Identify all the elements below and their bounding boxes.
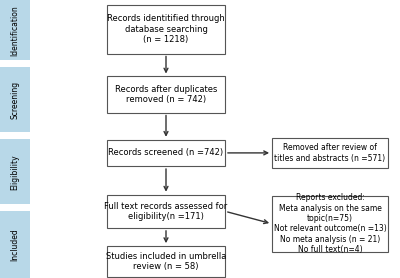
Text: Records after duplicates
removed (n = 742): Records after duplicates removed (n = 74… xyxy=(115,85,217,104)
FancyBboxPatch shape xyxy=(0,67,30,133)
FancyBboxPatch shape xyxy=(107,246,225,277)
FancyBboxPatch shape xyxy=(0,211,30,278)
FancyBboxPatch shape xyxy=(107,195,225,228)
Text: Records screened (n =742): Records screened (n =742) xyxy=(108,148,224,157)
Text: Records identitified through
database searching
(n = 1218): Records identitified through database se… xyxy=(107,14,225,44)
Bar xyxy=(0,204,30,207)
Text: Full text records assessed for
eligibility(n =171): Full text records assessed for eligibili… xyxy=(104,202,228,221)
FancyBboxPatch shape xyxy=(0,0,30,61)
Text: Reports excluded:
Meta analysis on the same
topic(n=75)
Not relevant outcome(n =: Reports excluded: Meta analysis on the s… xyxy=(274,193,386,254)
Bar xyxy=(0,132,30,135)
Bar xyxy=(0,60,30,63)
Text: Screening: Screening xyxy=(10,81,20,119)
FancyBboxPatch shape xyxy=(272,196,388,252)
FancyBboxPatch shape xyxy=(107,76,225,113)
Text: Removed after review of
titles and abstracts (n =571): Removed after review of titles and abstr… xyxy=(274,143,386,163)
Text: Identification: Identification xyxy=(10,5,20,56)
Text: Eligibility: Eligibility xyxy=(10,155,20,190)
FancyBboxPatch shape xyxy=(107,140,225,166)
Text: Included: Included xyxy=(10,228,20,261)
FancyBboxPatch shape xyxy=(272,138,388,168)
FancyBboxPatch shape xyxy=(107,5,225,53)
Text: Studies included in umbrella
review (n = 58): Studies included in umbrella review (n =… xyxy=(106,252,226,271)
FancyBboxPatch shape xyxy=(0,139,30,206)
